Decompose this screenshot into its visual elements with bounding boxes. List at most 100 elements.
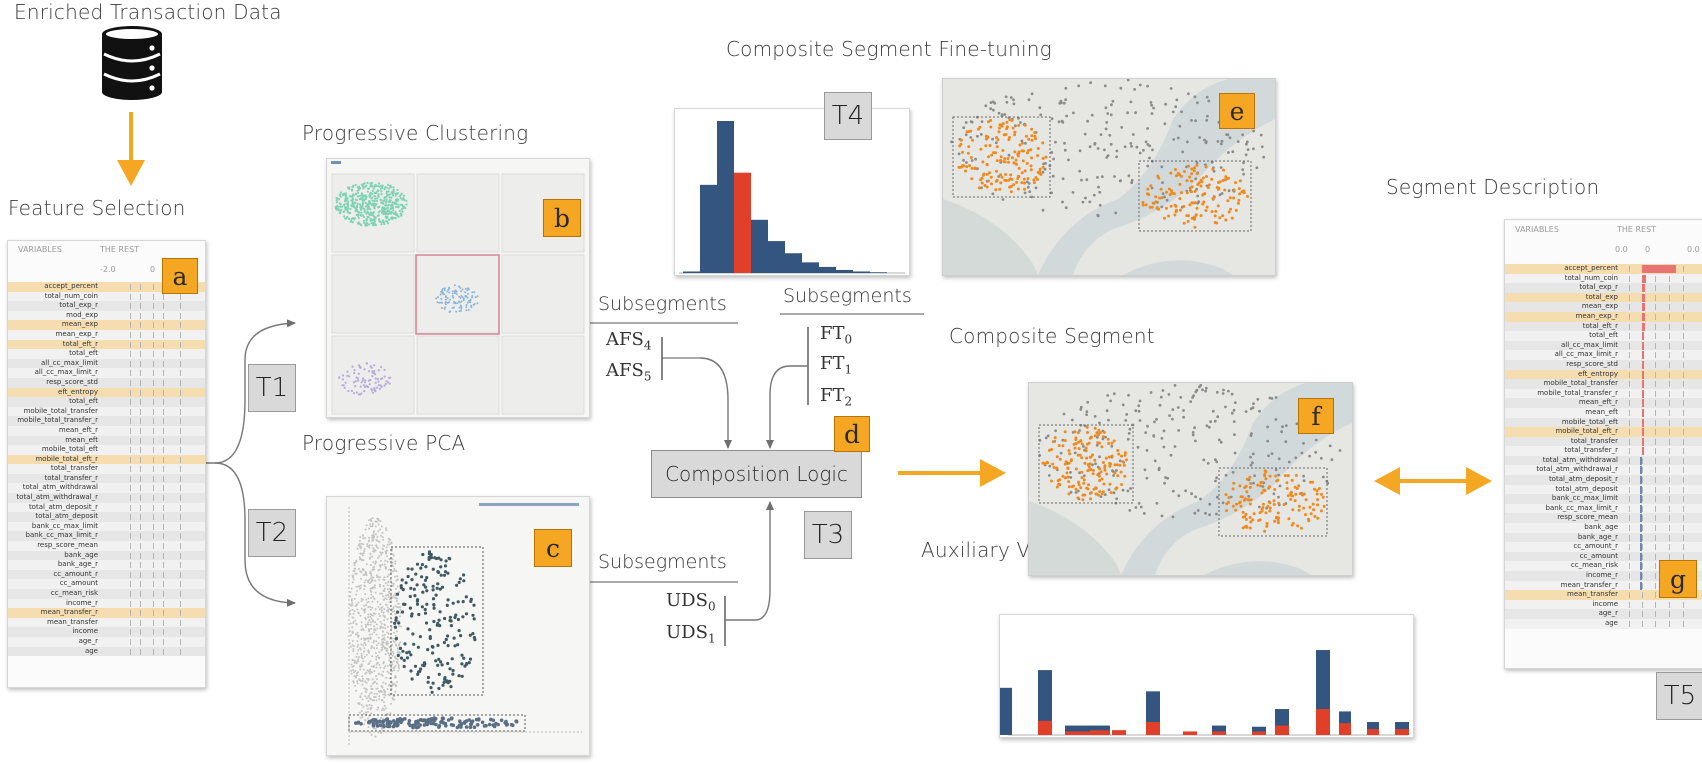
variable-row[interactable]: total_eft xyxy=(8,349,205,359)
variable-row[interactable]: cc_amount_r xyxy=(8,569,205,580)
data-point xyxy=(353,675,356,678)
variable-row[interactable]: income xyxy=(8,627,205,637)
variable-row[interactable]: eft_entropy xyxy=(1505,369,1702,380)
variable-row[interactable]: total_transfer_r xyxy=(1505,446,1702,456)
variable-row[interactable]: mean_eft_r xyxy=(1505,398,1702,408)
variable-row[interactable]: total_eft_r xyxy=(1505,321,1702,332)
variable-row[interactable]: mean_eft xyxy=(1505,407,1702,418)
variable-row[interactable]: mean_exp_r xyxy=(1505,311,1702,322)
variable-row[interactable]: bank_age xyxy=(1505,523,1702,533)
variable-row[interactable]: total_exp_r xyxy=(8,301,205,311)
variable-row[interactable]: total_atm_deposit xyxy=(8,512,205,522)
data-point xyxy=(384,213,387,216)
variable-row[interactable]: bank_cc_max_limit_r xyxy=(1505,503,1702,514)
variable-row[interactable]: mobile_total_transfer_r xyxy=(1505,388,1702,399)
variable-row[interactable]: cc_amount xyxy=(8,579,205,589)
variable-row[interactable]: bank_age_r xyxy=(1505,532,1702,543)
data-point xyxy=(1038,170,1042,174)
data-point xyxy=(1194,119,1197,123)
variable-row[interactable]: resp_score_mean xyxy=(8,541,205,551)
variable-row[interactable]: total_exp xyxy=(1505,292,1702,303)
variable-row[interactable]: mobile_total_eft xyxy=(8,445,205,455)
variable-row[interactable]: mean_transfer_r xyxy=(8,608,205,618)
data-point xyxy=(1009,185,1013,188)
data-point xyxy=(438,587,442,591)
data-point xyxy=(1107,418,1110,422)
variable-row[interactable]: mean_exp_r xyxy=(8,329,205,340)
variable-row[interactable]: bank_age xyxy=(8,550,205,561)
variable-row[interactable]: accept_percent xyxy=(1505,264,1702,274)
variable-row[interactable]: mod_exp xyxy=(8,310,205,321)
data-point xyxy=(1152,434,1156,437)
variable-row[interactable]: all_cc_max_limit_r xyxy=(8,368,205,378)
aux-bar-highlight xyxy=(1038,720,1052,735)
variable-row[interactable]: income xyxy=(1505,599,1702,610)
variable-row[interactable]: age xyxy=(8,646,205,657)
variable-row[interactable]: mobile_total_eft_r xyxy=(1505,427,1702,437)
variable-row[interactable]: age xyxy=(1505,618,1702,629)
data-point xyxy=(379,627,382,630)
variable-row[interactable]: total_exp_r xyxy=(1505,283,1702,293)
variable-row[interactable]: all_cc_max_limit_r xyxy=(1505,350,1702,360)
variable-row[interactable]: total_atm_deposit_r xyxy=(8,502,205,513)
data-point xyxy=(395,720,399,724)
variable-row[interactable]: mobile_total_eft_r xyxy=(8,454,205,465)
variable-row[interactable]: bank_age_r xyxy=(8,560,205,570)
variable-row[interactable]: all_cc_max_limit xyxy=(1505,340,1702,351)
variable-row[interactable]: income_r xyxy=(8,598,205,609)
variable-row[interactable]: mean_eft_r xyxy=(8,425,205,436)
variable-row[interactable]: cc_amount_r xyxy=(1505,542,1702,552)
data-point xyxy=(385,598,388,601)
variable-row[interactable]: total_atm_withdrawal xyxy=(8,483,205,494)
data-point xyxy=(352,680,355,683)
variable-row[interactable]: mobile_total_transfer xyxy=(8,406,205,417)
variable-row[interactable]: cc_amount xyxy=(1505,551,1702,562)
data-point xyxy=(1317,487,1321,490)
data-point xyxy=(1083,461,1087,465)
badge-g: g xyxy=(1659,560,1697,598)
data-point xyxy=(1300,451,1304,455)
variable-row[interactable]: total_transfer xyxy=(8,464,205,474)
variable-row[interactable]: total_transfer xyxy=(1505,436,1702,447)
variable-row[interactable]: total_eft xyxy=(8,397,205,407)
variable-row[interactable]: mean_exp xyxy=(1505,302,1702,312)
data-point xyxy=(1232,481,1236,485)
variable-row[interactable]: mobile_total_transfer xyxy=(1505,379,1702,389)
variable-row[interactable]: total_atm_deposit_r xyxy=(1505,475,1702,485)
variable-row[interactable]: mean_eft xyxy=(8,435,205,446)
variable-row[interactable]: mobile_total_transfer_r xyxy=(8,416,205,426)
data-point xyxy=(985,185,989,189)
variable-row[interactable]: mean_exp xyxy=(8,320,205,330)
variable-row[interactable]: eft_entropy xyxy=(8,387,205,398)
data-point xyxy=(396,597,399,600)
variable-row[interactable]: all_cc_max_limit xyxy=(8,358,205,369)
variable-row[interactable]: bank_cc_max_limit_r xyxy=(8,531,205,542)
variable-row[interactable]: total_atm_withdrawal xyxy=(1505,455,1702,466)
variable-row[interactable]: total_num_coin xyxy=(1505,273,1702,284)
variable-row[interactable]: total_eft_r xyxy=(8,339,205,350)
variable-row[interactable]: resp_score_std xyxy=(1505,359,1702,370)
variable-row[interactable]: total_atm_deposit xyxy=(1505,484,1702,495)
data-point xyxy=(388,601,391,604)
variable-row[interactable]: bank_cc_max_limit xyxy=(8,521,205,532)
variable-row[interactable]: total_atm_withdrawal_r xyxy=(1505,465,1702,476)
data-point xyxy=(338,193,341,196)
data-point xyxy=(1252,481,1255,485)
variable-label: income_r xyxy=(1585,571,1618,579)
data-point xyxy=(1091,468,1095,472)
variable-row[interactable]: total_num_coin xyxy=(8,291,205,302)
variable-row[interactable]: mean_transfer xyxy=(8,617,205,628)
variable-row[interactable]: age_r xyxy=(8,636,205,647)
variable-bar xyxy=(1642,312,1645,321)
variable-row[interactable]: total_eft xyxy=(1505,331,1702,341)
variable-row[interactable]: mobile_total_eft xyxy=(1505,417,1702,428)
variable-row[interactable]: total_transfer_r xyxy=(8,473,205,484)
variable-row[interactable]: resp_score_std xyxy=(8,377,205,388)
data-point xyxy=(375,640,378,643)
data-point xyxy=(349,609,352,612)
variable-row[interactable]: cc_mean_risk xyxy=(8,589,205,599)
variable-row[interactable]: bank_cc_max_limit xyxy=(1505,494,1702,504)
variable-row[interactable]: age_r xyxy=(1505,609,1702,619)
variable-row[interactable]: total_atm_withdrawal_r xyxy=(8,493,205,503)
variable-row[interactable]: resp_score_mean xyxy=(1505,513,1702,524)
